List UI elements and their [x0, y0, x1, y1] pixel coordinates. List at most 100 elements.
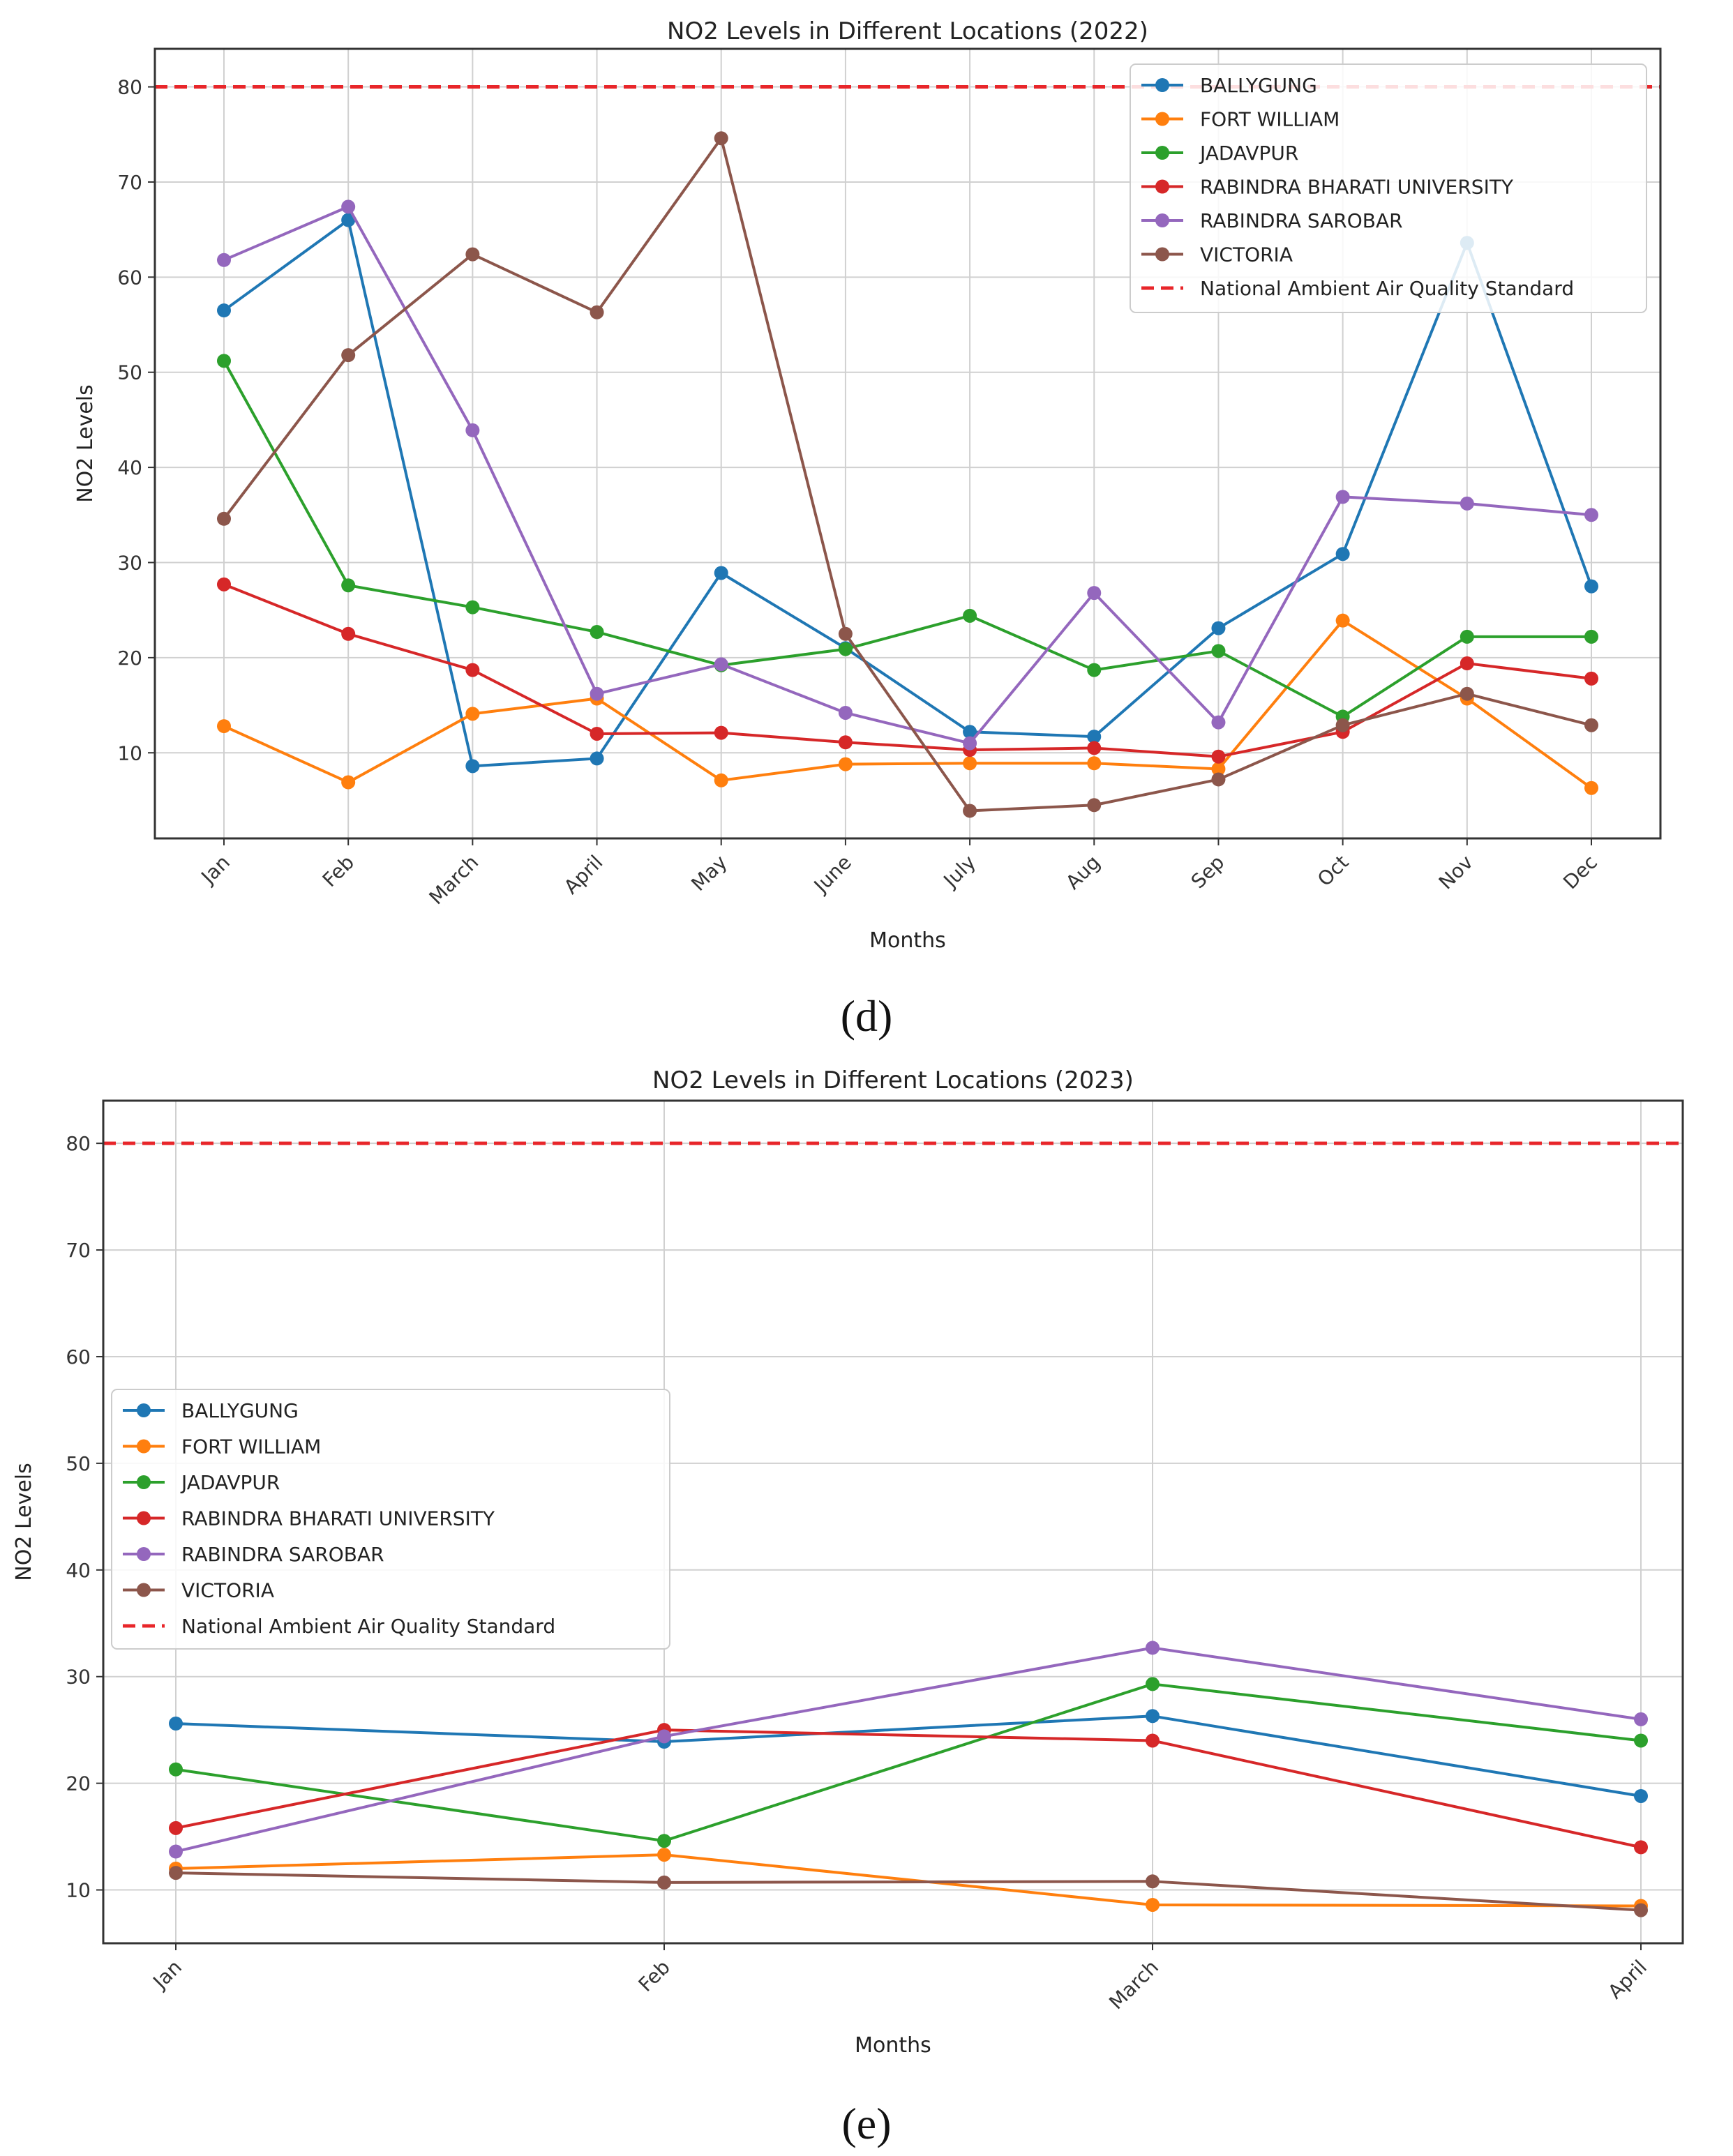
- legend-marker: [1155, 179, 1169, 194]
- y-tick-label: 30: [66, 1666, 91, 1689]
- data-point: [1584, 629, 1598, 644]
- y-tick-label: 40: [117, 456, 142, 479]
- legend-entry: FORT WILLIAM: [1200, 108, 1340, 131]
- data-point: [963, 736, 977, 751]
- data-point: [1211, 644, 1226, 658]
- data-point: [1087, 756, 1102, 771]
- data-point: [169, 1866, 183, 1880]
- data-point: [465, 759, 480, 774]
- legend-marker: [137, 1583, 151, 1597]
- series-rabindra-bharati-university: [217, 577, 1598, 764]
- x-tick-label: March: [1104, 1956, 1163, 2014]
- data-point: [217, 511, 231, 526]
- data-point: [963, 804, 977, 818]
- legend-entry: National Ambient Air Quality Standard: [1200, 277, 1574, 300]
- chart-1: 10 20 30 40 50 60 70 80 Jan Feb March April May June J…: [73, 17, 1662, 1041]
- data-point: [1460, 686, 1474, 701]
- legend-entry: BALLYGUNG: [181, 1399, 299, 1422]
- data-point: [1087, 741, 1102, 755]
- legend-marker: [1155, 112, 1169, 126]
- x-tick-label: Oct: [1313, 851, 1353, 891]
- x-tick-label: April: [1603, 1956, 1651, 2004]
- legend-box: [111, 1389, 670, 1650]
- legend-entry: RABINDRA BHARATI UNIVERSITY: [181, 1507, 495, 1530]
- series-line: [175, 1871, 1642, 1912]
- data-point: [657, 1729, 671, 1744]
- legend-entry: BALLYGUNG: [1200, 74, 1317, 97]
- y-tick-label: 40: [66, 1559, 91, 1582]
- y-tick-label: 20: [66, 1772, 91, 1795]
- data-point: [838, 642, 853, 656]
- data-point: [1211, 762, 1226, 776]
- data-point: [1584, 781, 1598, 795]
- data-point: [1146, 1733, 1160, 1748]
- series-line: [175, 1714, 1642, 1797]
- data-point: [1634, 1712, 1648, 1726]
- data-point: [217, 354, 231, 368]
- data-point: [1460, 656, 1474, 671]
- series-line: [175, 1682, 1642, 1843]
- series-line: [223, 360, 1591, 718]
- x-tick-label: Aug: [1061, 851, 1104, 894]
- plot-frame: [153, 47, 1662, 840]
- data-point: [1087, 730, 1102, 744]
- series-line: [223, 137, 1592, 813]
- data-point: [590, 686, 604, 701]
- data-point: [169, 1844, 183, 1859]
- x-tick-label: Feb: [318, 851, 359, 891]
- chart-title: NO2 Levels in Different Locations (2023): [652, 1066, 1134, 1094]
- series-rabindra-sarobar: [169, 1641, 1648, 1859]
- data-point: [465, 707, 480, 721]
- data-point: [590, 305, 604, 319]
- y-tick-label: 70: [117, 171, 142, 194]
- series-line: [175, 1728, 1642, 1849]
- data-point: [169, 1762, 183, 1777]
- series-jadavpur: [169, 1677, 1648, 1848]
- legend-marker: [137, 1475, 151, 1489]
- data-point: [1146, 1677, 1160, 1691]
- data-point: [465, 600, 480, 615]
- series-victoria: [169, 1866, 1648, 1917]
- data-point: [1584, 579, 1598, 594]
- legend-marker: [137, 1511, 151, 1525]
- data-point: [169, 1820, 183, 1835]
- y-tick-label: 10: [117, 741, 142, 764]
- data-point: [217, 303, 231, 318]
- chart-2: 10 20 30 40 50 60 70 80 Jan Feb March April NO2 Leve…: [12, 1066, 1684, 2148]
- series-rabindra-sarobar: [217, 199, 1598, 751]
- data-point: [1146, 1709, 1160, 1724]
- data-point: [1335, 490, 1350, 504]
- y-axis-label: NO2 Levels: [12, 1463, 36, 1581]
- data-point: [465, 423, 480, 437]
- legend-marker: [1155, 213, 1169, 227]
- data-point: [1211, 621, 1226, 635]
- data-point: [838, 705, 853, 720]
- data-point: [341, 199, 356, 214]
- x-tick-label: June: [809, 851, 856, 898]
- x-tick-label: May: [687, 851, 731, 896]
- x-tick-label: Jan: [148, 1956, 186, 1994]
- x-tick-label: July: [938, 851, 980, 893]
- legend: BALLYGUNG FORT WILLIAM JADAVPUR RABINDRA BH…: [1130, 63, 1647, 313]
- legend-marker: [1155, 247, 1169, 262]
- data-point: [1634, 1788, 1648, 1803]
- data-point: [217, 577, 231, 591]
- figure-caption: (e): [841, 2099, 891, 2148]
- y-tick-label: 80: [66, 1132, 91, 1155]
- x-tick-label: Dec: [1559, 851, 1602, 894]
- x-tick-label: Sep: [1187, 851, 1229, 894]
- data-point: [1460, 629, 1474, 644]
- series-fort-william: [169, 1848, 1648, 1913]
- y-axis-label: NO2 Levels: [73, 384, 98, 503]
- legend-entry: JADAVPUR: [180, 1471, 280, 1494]
- data-point: [963, 725, 977, 739]
- series-ballygung: [169, 1709, 1648, 1803]
- x-tick-label: April: [560, 851, 608, 899]
- data-point: [963, 756, 977, 771]
- series-line: [223, 218, 1593, 768]
- legend-entry: RABINDRA SAROBAR: [181, 1543, 384, 1566]
- figure-caption: (d): [841, 991, 893, 1041]
- data-point: [1584, 508, 1598, 522]
- legend-marker: [137, 1439, 151, 1454]
- legend-marker: [137, 1547, 151, 1561]
